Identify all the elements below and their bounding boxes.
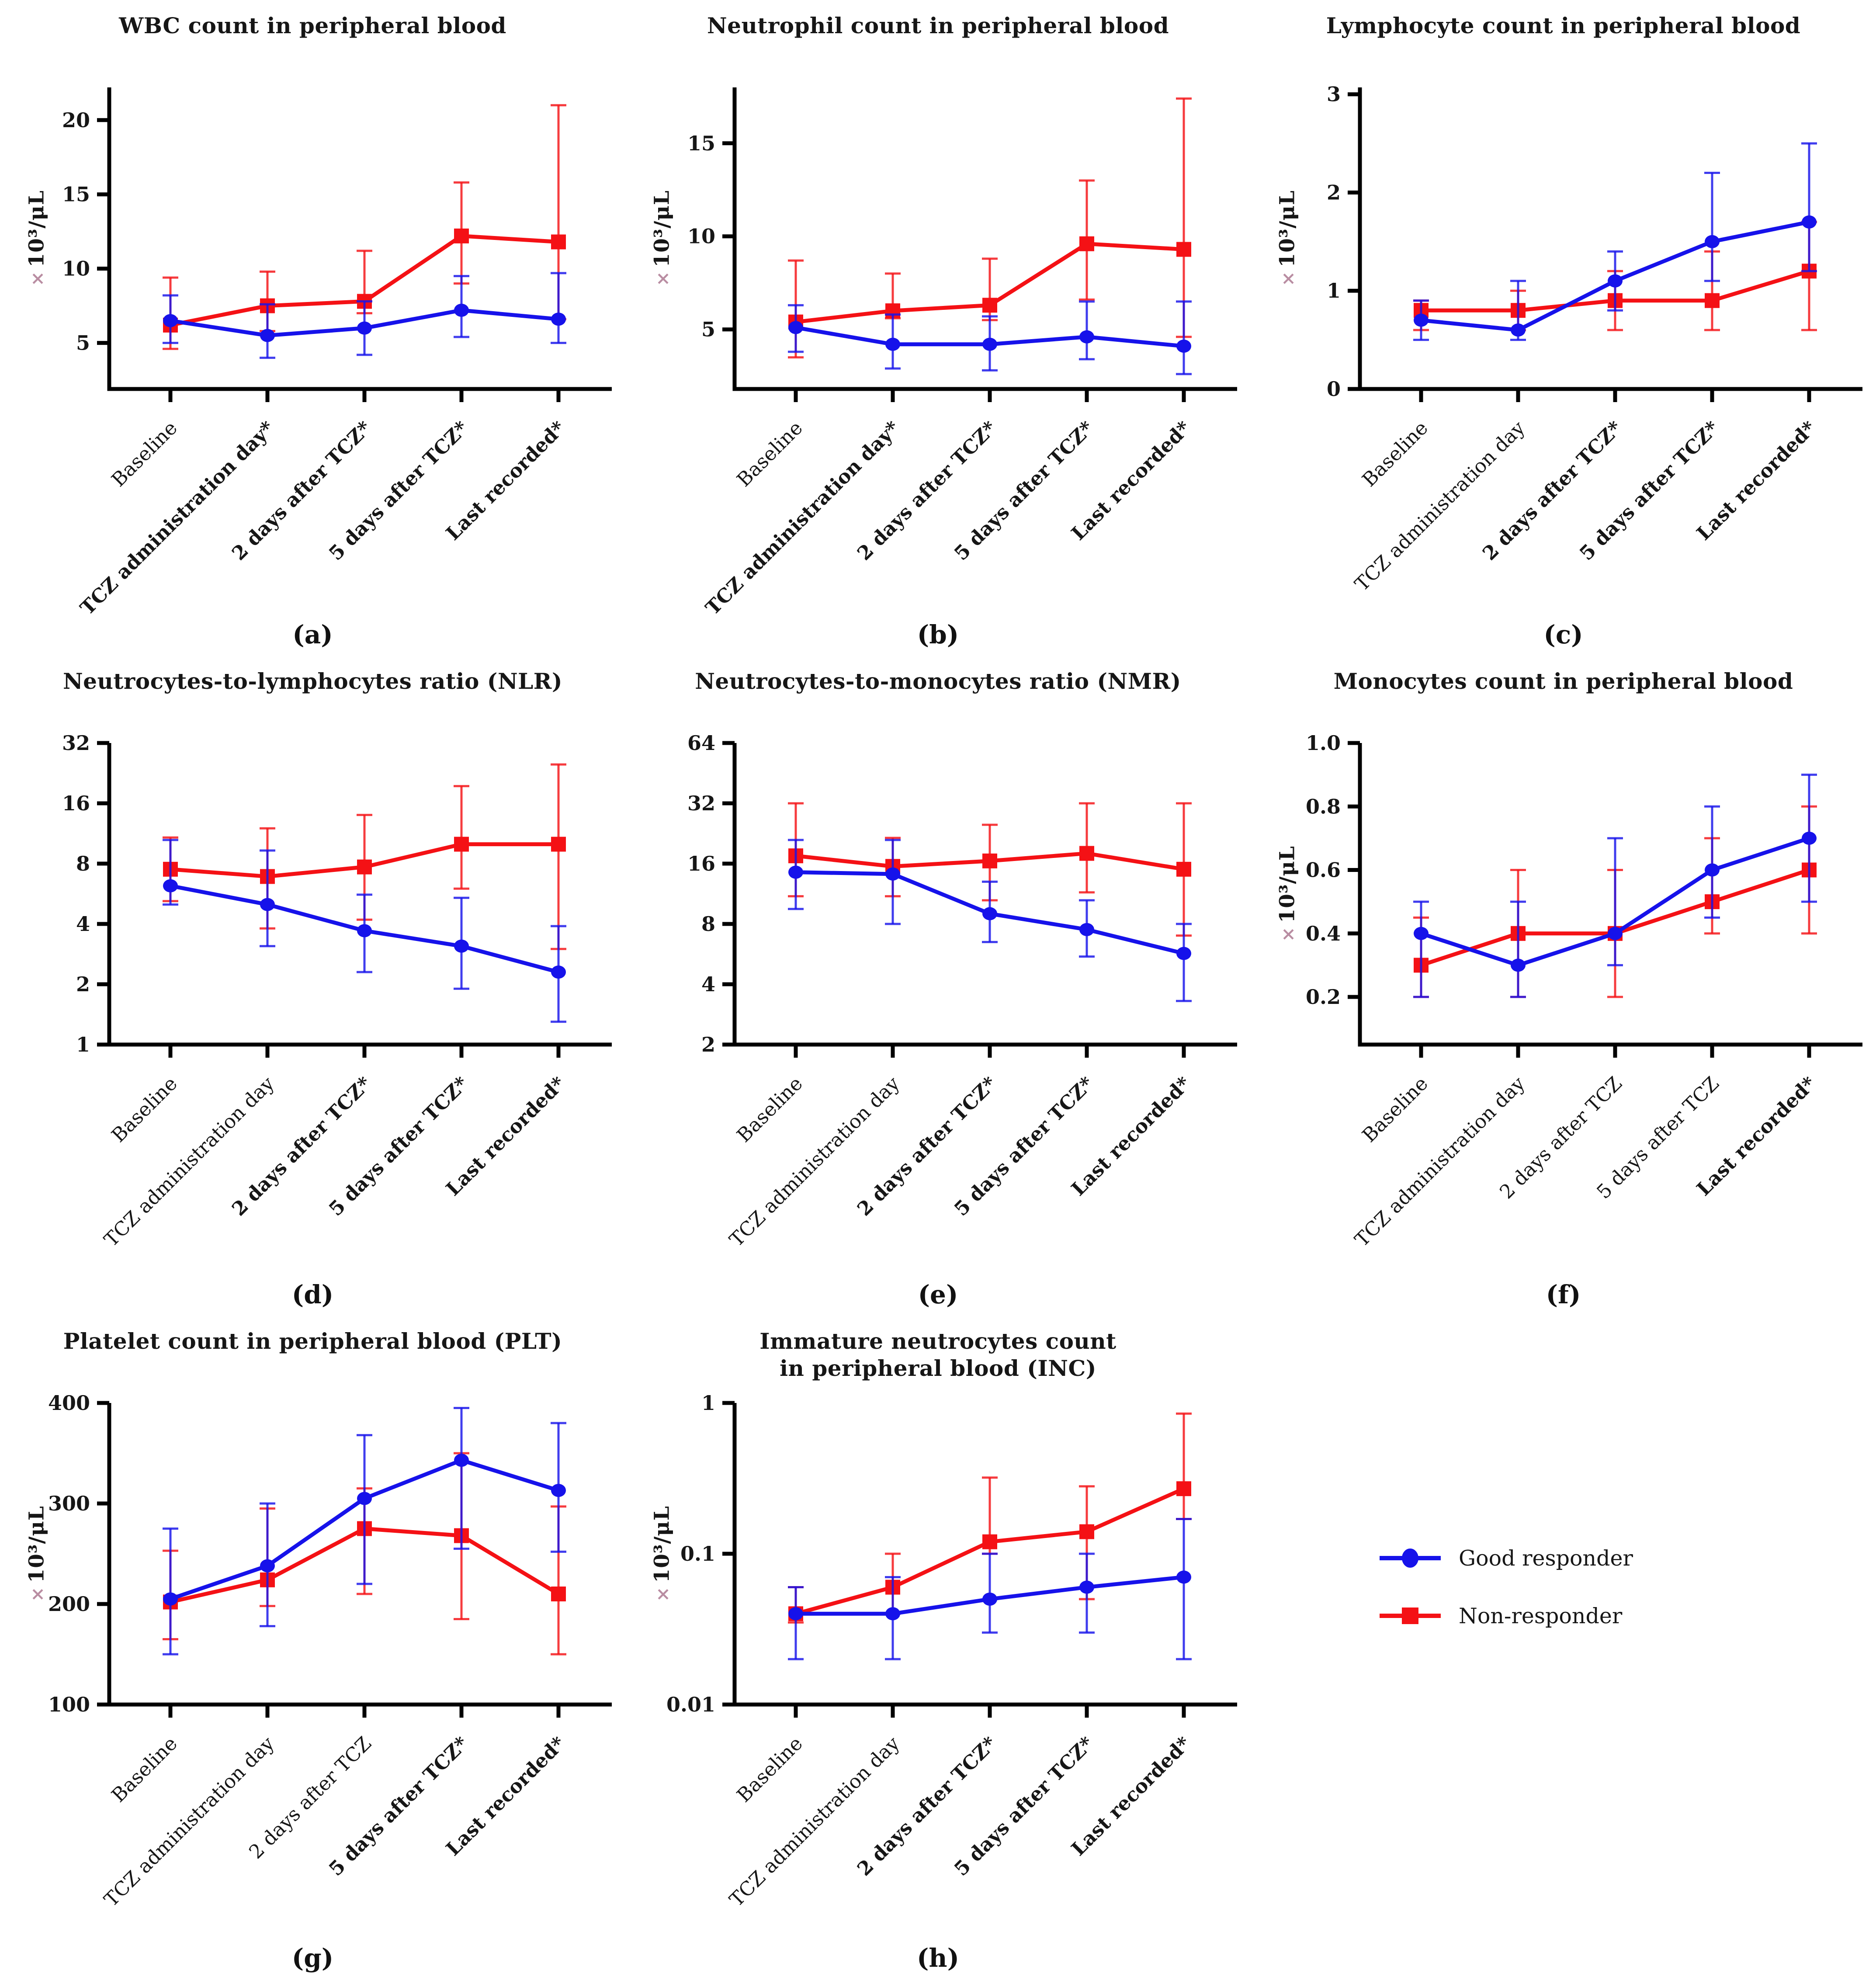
legend-label: Non-responder [1459, 1603, 1623, 1628]
chart-title-b: Neutrophil count in peripheral blood [707, 13, 1169, 38]
svg-text:Baseline: Baseline [733, 1732, 807, 1807]
svg-text:2: 2 [701, 1033, 715, 1056]
panel-letter-d: (d) [291, 1280, 334, 1309]
svg-text:Baseline: Baseline [1358, 417, 1432, 491]
panel-d: Neutrocytes-to-lymphocytes ratio (NLR) ×… [0, 656, 625, 1316]
svg-text:32: 32 [687, 792, 715, 815]
svg-text:16: 16 [687, 852, 715, 875]
panel-g: Platelet count in peripheral blood (PLT)… [0, 1316, 625, 1979]
chart-title-a: WBC count in peripheral blood [119, 13, 506, 38]
svg-text:TCZ administration day: TCZ administration day [100, 1732, 279, 1911]
svg-text:0.01: 0.01 [666, 1693, 715, 1716]
svg-text:Baseline: Baseline [107, 417, 182, 491]
svg-text:15: 15 [62, 183, 90, 206]
svg-text:15: 15 [687, 132, 715, 155]
svg-text:64: 64 [687, 731, 715, 755]
svg-text:Baseline: Baseline [733, 417, 807, 491]
svg-text:Baseline: Baseline [107, 1073, 182, 1147]
svg-text:1: 1 [701, 1391, 715, 1415]
chart-title-h: Immature neutrocytes count in peripheral… [759, 1328, 1117, 1381]
svg-text:4: 4 [76, 912, 90, 936]
svg-text:TCZ administration day: TCZ administration day [725, 1732, 904, 1911]
svg-text:20: 20 [62, 108, 90, 132]
svg-text:TCZ administration day: TCZ administration day [100, 1073, 279, 1251]
svg-text:300: 300 [48, 1492, 90, 1515]
svg-text:Baseline: Baseline [733, 1073, 807, 1147]
svg-text:0.4: 0.4 [1306, 922, 1341, 945]
svg-text:TCZ administration day: TCZ administration day [1351, 1073, 1529, 1251]
svg-text:3: 3 [1327, 83, 1341, 106]
legend-marker-circle-icon [1380, 1548, 1441, 1568]
svg-text:TCZ administration day*: TCZ administration day* [76, 417, 279, 620]
svg-text:TCZ administration day: TCZ administration day [725, 1073, 904, 1251]
panel-letter-a: (a) [292, 620, 333, 649]
svg-text:5: 5 [701, 318, 715, 341]
svg-text:Baseline: Baseline [1358, 1073, 1432, 1147]
chart-title-e: Neutrocytes-to-monocytes ratio (NMR) [695, 668, 1181, 694]
svg-text:32: 32 [62, 731, 90, 755]
svg-text:1: 1 [1327, 279, 1341, 302]
svg-text:0.8: 0.8 [1306, 795, 1341, 818]
svg-text:400: 400 [48, 1391, 90, 1415]
chart-title-g: Platelet count in peripheral blood (PLT) [63, 1328, 562, 1354]
svg-text:5: 5 [76, 331, 90, 355]
panel-letter-e: (e) [918, 1280, 958, 1309]
panel-letter-c: (c) [1543, 620, 1583, 649]
panel-b: Neutrophil count in peripheral blood ×10… [625, 0, 1251, 656]
panel-c: Lymphocyte count in peripheral blood ×10… [1251, 0, 1876, 656]
legend-item-non-responder: Non-responder [1377, 1601, 1633, 1631]
svg-text:0.6: 0.6 [1306, 858, 1341, 882]
svg-text:8: 8 [701, 912, 715, 936]
chart-title-c: Lymphocyte count in peripheral blood [1326, 13, 1801, 38]
svg-text:Baseline: Baseline [107, 1732, 182, 1807]
legend-item-good-responder: Good responder [1377, 1543, 1633, 1573]
svg-text:0.2: 0.2 [1306, 985, 1341, 1009]
chart-title-f: Monocytes count in peripheral blood [1333, 668, 1793, 694]
svg-text:2: 2 [1327, 181, 1341, 204]
svg-text:100: 100 [48, 1693, 90, 1716]
svg-text:10: 10 [687, 225, 715, 248]
legend-panel: Good responder Non-responder [1251, 1316, 1876, 1979]
panel-h: Immature neutrocytes count in peripheral… [625, 1316, 1251, 1979]
svg-text:16: 16 [62, 792, 90, 815]
svg-text:200: 200 [48, 1592, 90, 1616]
svg-text:4: 4 [701, 972, 715, 996]
legend: Good responder Non-responder [1377, 1543, 1633, 1631]
svg-text:0: 0 [1327, 377, 1341, 401]
svg-text:0.1: 0.1 [680, 1542, 715, 1566]
svg-text:10: 10 [62, 257, 90, 281]
legend-label: Good responder [1459, 1545, 1633, 1571]
panel-letter-h: (h) [916, 1943, 960, 1973]
panel-f: Monocytes count in peripheral blood ×10³… [1251, 656, 1876, 1316]
panel-letter-f: (f) [1546, 1280, 1581, 1309]
panel-letter-g: (g) [291, 1943, 334, 1973]
panel-e: Neutrocytes-to-monocytes ratio (NMR) × 2… [625, 656, 1251, 1316]
svg-text:TCZ administration day*: TCZ administration day* [701, 417, 904, 620]
svg-text:TCZ administration day: TCZ administration day [1351, 417, 1529, 596]
svg-text:1.0: 1.0 [1306, 731, 1341, 755]
svg-text:1: 1 [76, 1033, 90, 1056]
panel-letter-b: (b) [917, 620, 959, 649]
legend-marker-square-icon [1380, 1608, 1441, 1624]
svg-text:8: 8 [76, 852, 90, 875]
chart-title-d: Neutrocytes-to-lymphocytes ratio (NLR) [62, 668, 563, 694]
svg-text:2: 2 [76, 972, 90, 996]
